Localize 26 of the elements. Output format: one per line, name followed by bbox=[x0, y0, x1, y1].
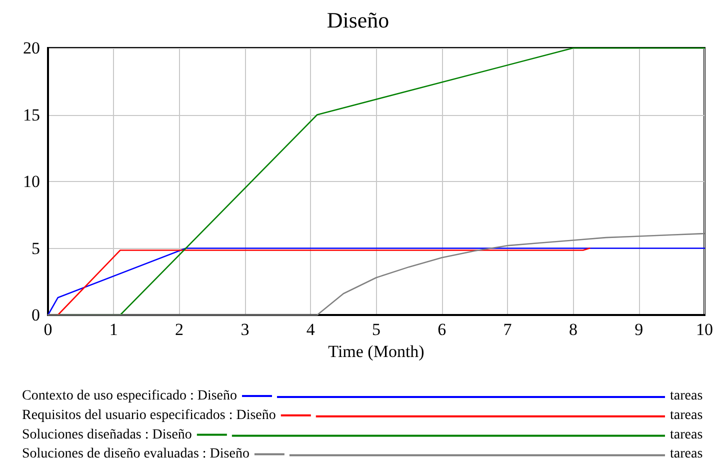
chart-title: Diseño bbox=[326, 8, 390, 32]
x-tick-label: 1 bbox=[109, 320, 118, 339]
x-tick-label: 10 bbox=[696, 320, 713, 339]
legend-label: Contexto de uso especificado : Diseño bbox=[22, 388, 238, 404]
x-tick-label: 8 bbox=[568, 320, 578, 339]
x-tick-label: 4 bbox=[306, 320, 316, 339]
x-tick-label: 9 bbox=[634, 320, 644, 339]
text: tareas bbox=[670, 446, 703, 462]
x-tick-label: 0 bbox=[44, 320, 52, 339]
legend-label: Requisitos del usuario especificados : Diseño bbox=[22, 408, 276, 423]
y-tick-label: 0 bbox=[32, 306, 40, 324]
text: tareas bbox=[670, 388, 703, 404]
x-axis-title: Time (Month) bbox=[328, 342, 424, 361]
y-tick-label: 5 bbox=[32, 238, 40, 258]
x-tick-label: 7 bbox=[503, 320, 512, 339]
x-tick-label: 3 bbox=[240, 320, 250, 339]
x-tick-label: 2 bbox=[175, 320, 184, 339]
text: tareas bbox=[670, 408, 703, 423]
x-tick-label: 6 bbox=[438, 320, 446, 339]
text: tareas bbox=[670, 427, 703, 442]
y-tick-label: 15 bbox=[23, 105, 40, 124]
x-tick-label: 5 bbox=[372, 320, 380, 339]
legend-label: Soluciones diseñadas : Diseño bbox=[22, 427, 192, 442]
legend-label: Soluciones de diseño evaluadas : Diseño bbox=[22, 446, 250, 462]
y-tick-label: 20 bbox=[23, 38, 40, 58]
y-tick-label: 10 bbox=[23, 172, 40, 191]
